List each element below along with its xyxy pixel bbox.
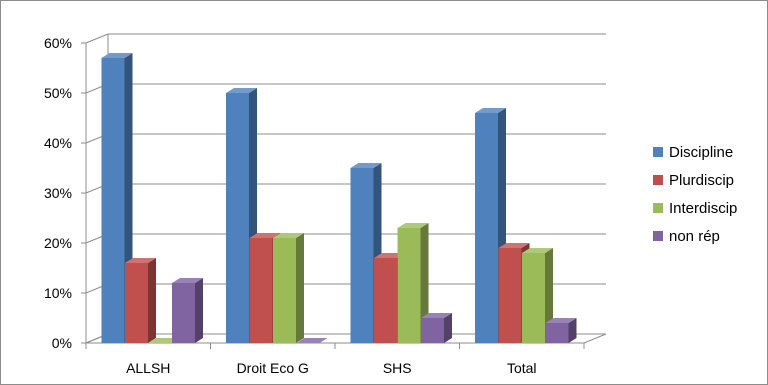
y-tick-label: 20% bbox=[44, 235, 72, 251]
y-tick-label: 40% bbox=[44, 135, 72, 151]
x-tick-label: Droit Eco G bbox=[237, 360, 309, 376]
y-tick-label: 0% bbox=[52, 335, 72, 351]
legend-swatch bbox=[653, 203, 663, 213]
bar bbox=[545, 318, 577, 343]
bar bbox=[148, 338, 180, 343]
legend-swatch bbox=[653, 147, 663, 157]
legend-item: Interdiscip bbox=[653, 200, 737, 217]
legend-item: Discipline bbox=[653, 144, 733, 161]
bars bbox=[101, 53, 577, 343]
x-tick-label: ALLSH bbox=[126, 360, 170, 376]
bar bbox=[522, 248, 553, 343]
bar bbox=[172, 278, 203, 343]
legend-swatch bbox=[653, 175, 663, 185]
y-tick-label: 30% bbox=[44, 185, 72, 201]
x-tick-label: SHS bbox=[383, 360, 412, 376]
y-tick-label: 60% bbox=[44, 35, 72, 51]
legend-label: Discipline bbox=[669, 144, 733, 161]
legend-label: Plurdiscip bbox=[669, 172, 734, 189]
gridline-depth bbox=[85, 33, 109, 44]
bar bbox=[296, 338, 328, 343]
bar bbox=[397, 223, 429, 343]
x-tick-label: Total bbox=[507, 360, 537, 376]
legend-item: non rép bbox=[653, 228, 720, 245]
legend-swatch bbox=[653, 231, 663, 241]
legend-label: non rép bbox=[669, 228, 720, 245]
axes: 0% 10% 20% 30% 40% 50% 60% ALLSH Droit Eco G SHS T… bbox=[44, 35, 607, 376]
bar bbox=[421, 313, 452, 343]
legend: Discipline Plurdiscip Interdiscip non rép bbox=[653, 144, 737, 245]
bar bbox=[273, 233, 304, 343]
y-tick-label: 10% bbox=[44, 285, 72, 301]
bar bbox=[125, 258, 156, 343]
legend-label: Interdiscip bbox=[669, 200, 737, 217]
y-tick-label: 50% bbox=[44, 85, 72, 101]
legend-item: Plurdiscip bbox=[653, 172, 734, 189]
